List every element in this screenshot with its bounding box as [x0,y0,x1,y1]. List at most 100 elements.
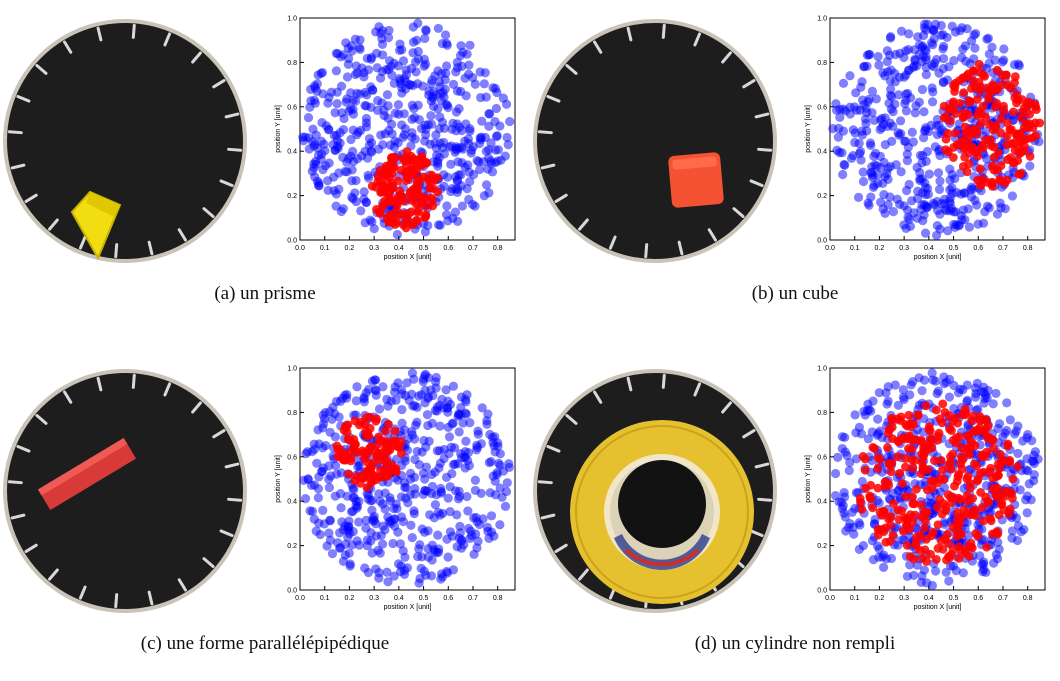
blue-point [892,194,902,204]
blue-point [476,488,486,498]
blue-point [933,168,944,178]
blue-point [935,150,945,161]
red-point [907,435,916,445]
red-point [966,483,975,493]
blue-point [964,530,974,540]
blue-point [309,159,319,169]
blue-point [839,487,849,498]
y-tick-label: 0.8 [817,60,827,67]
blue-point [927,97,938,107]
red-point [941,112,951,122]
blue-point [421,462,432,472]
blue-point [380,504,390,514]
blue-point [971,28,981,39]
blue-point [475,164,485,175]
red-point [1005,504,1015,514]
x-tick-label: 0.0 [295,245,305,252]
red-point [1003,439,1013,449]
blue-point [433,530,443,540]
blue-point [407,533,417,543]
red-point [366,478,376,488]
blue-point [972,200,982,210]
blue-point [432,402,443,412]
red-point [978,174,988,184]
blue-point [421,25,431,35]
red-point [873,453,883,462]
x-tick-label: 0.5 [949,595,959,602]
blue-point [424,86,434,96]
y-axis-label: position Y [unit] [805,105,812,153]
blue-point [426,111,436,121]
blue-point [375,548,385,558]
blue-point [347,192,357,202]
red-point [995,175,1005,184]
red-point [993,148,1003,158]
red-point [946,452,955,462]
red-point [930,456,939,466]
panel-caption: (a) un prisme [214,283,316,304]
blue-point [324,92,334,103]
blue-point [390,108,400,118]
blue-point [344,53,354,64]
blue-point [304,144,314,154]
red-point [901,491,910,501]
blue-point [990,55,1000,65]
red-point [908,492,917,502]
blue-point [371,531,382,541]
blue-point [351,396,361,406]
red-point [969,459,979,469]
x-tick-label: 0.6 [973,595,983,602]
blue-point [345,528,355,539]
blue-point [420,227,431,237]
red-point [942,555,951,565]
blue-point [975,551,985,561]
y-tick-label: 0.0 [817,238,827,245]
red-point [969,506,978,516]
blue-point [409,103,419,114]
blue-point [869,115,879,125]
red-point [939,101,949,111]
blue-point [858,176,869,187]
red-point [912,484,921,494]
red-point [988,473,998,483]
blue-point [312,458,322,468]
blue-point [443,493,453,503]
blue-point [932,221,942,231]
red-point [935,474,945,483]
y-tick-label: 0.4 [287,499,297,506]
blue-point [875,426,885,436]
red-point [959,108,969,118]
red-point [978,502,987,512]
blue-point [900,99,910,109]
red-point [933,435,943,445]
blue-point [318,505,328,515]
y-tick-label: 0.8 [287,60,297,67]
red-point [964,96,974,106]
red-point [865,491,875,501]
blue-point [491,103,501,114]
red-point [424,174,434,184]
blue-point [1021,465,1031,475]
blue-point [377,98,387,108]
y-tick-label: 0.0 [287,588,297,595]
blue-point [855,520,865,530]
y-tick-label: 0.4 [817,149,827,156]
red-point [992,65,1002,75]
blue-point [500,501,511,511]
blue-point [337,108,347,118]
blue-point [928,375,938,385]
blue-point [409,434,420,444]
blue-point [443,102,453,113]
blue-point [465,418,475,428]
red-point [1025,152,1035,161]
red-point [404,174,413,183]
blue-point [414,391,424,401]
blue-point [957,23,967,33]
figure-panel-c: 0.0 0.1 0.2 0.3 0.4 0.5 0.6 0.7 0.8 0.0 0.2 0.4 0.6 0… [0,350,530,681]
y-tick-label: 0.0 [287,238,297,245]
blue-point [962,380,972,390]
blue-point [858,541,868,551]
red-point [885,536,895,546]
y-tick-label: 1.0 [817,366,827,373]
blue-point [970,43,980,53]
